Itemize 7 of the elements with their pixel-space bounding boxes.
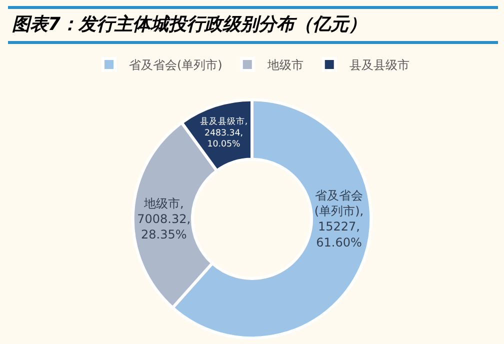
- legend-label: 地级市: [266, 58, 304, 72]
- legend-label: 省及省会(单列市): [129, 58, 222, 72]
- legend-label: 县及县级市: [349, 58, 410, 72]
- data-label: 省及省会(单列市), 15227, 61.60%: [314, 188, 364, 250]
- data-label: 地级市, 7008.32, 28.35%: [137, 196, 191, 242]
- chart-title: 图表7：发行主体城投行政级别分布（亿元）: [11, 14, 367, 35]
- data-label: 县及县级市, 2483.34, 10.05%: [200, 116, 248, 150]
